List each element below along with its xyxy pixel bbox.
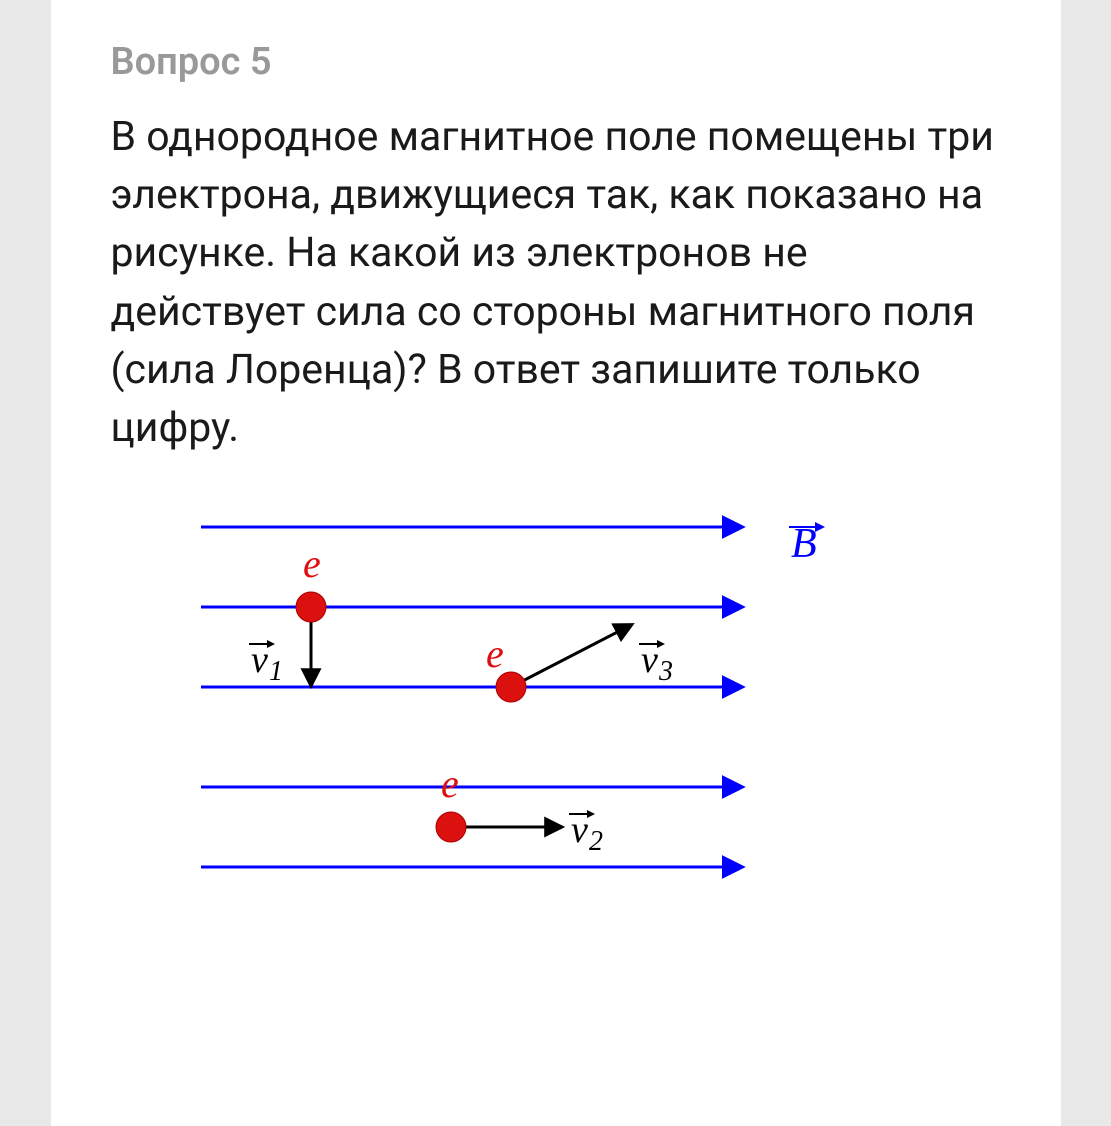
question-card: Вопрос 5 В однородное магнитное поле пом… <box>51 0 1061 1126</box>
velocity-label-3: v <box>641 639 658 681</box>
velocity-overarrow-3 <box>657 640 665 648</box>
velocity-sub-2: 2 <box>589 826 603 857</box>
magnetic-field-lines <box>201 527 741 867</box>
velocity-arrow-3 <box>511 625 631 687</box>
question-heading: Вопрос 5 <box>111 40 1001 84</box>
velocity-sub-1: 1 <box>269 656 283 687</box>
electron-2 <box>436 812 466 842</box>
diagram-container: B ev1ev2ev3 <box>111 497 1001 917</box>
electron-3 <box>496 672 526 702</box>
electron-label-1: e <box>303 541 321 586</box>
electrons-group: ev1ev2ev3 <box>249 541 673 857</box>
velocity-overarrow-1 <box>267 640 275 648</box>
physics-diagram: B ev1ev2ev3 <box>141 497 921 917</box>
question-text: В однородное магнитное поле помещены три… <box>111 108 1001 457</box>
b-vector-overarrow <box>815 522 825 532</box>
electron-1 <box>296 592 326 622</box>
velocity-label-2: v <box>571 809 588 851</box>
velocity-overarrow-2 <box>587 810 595 818</box>
electron-label-2: e <box>441 761 459 806</box>
velocity-sub-3: 3 <box>658 656 673 687</box>
electron-label-3: e <box>486 631 504 676</box>
velocity-label-1: v <box>251 639 268 681</box>
